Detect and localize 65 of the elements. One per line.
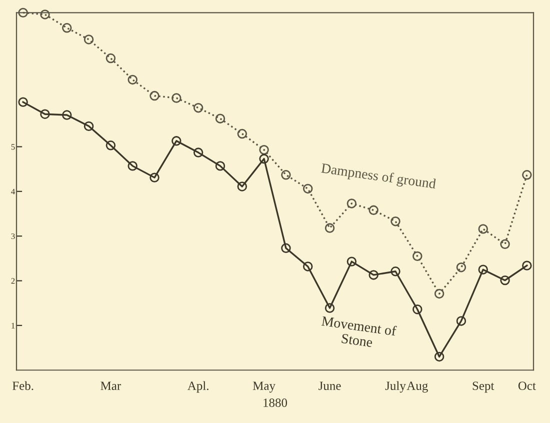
point	[259, 144, 269, 155]
point	[40, 10, 50, 20]
point	[434, 288, 444, 299]
point	[215, 114, 226, 124]
point	[106, 140, 116, 150]
point	[412, 304, 422, 314]
point	[128, 161, 138, 171]
x-axis-title: 1880	[264, 398, 288, 407]
point	[390, 216, 400, 226]
y-tick-label: 3	[11, 233, 15, 240]
y-tick-label: 2	[11, 278, 15, 284]
point	[237, 128, 247, 139]
x-tick-label: July	[385, 381, 406, 393]
point	[390, 266, 400, 276]
point	[281, 243, 291, 254]
point	[478, 264, 488, 274]
x-tick-label: Mar	[100, 382, 121, 390]
x-tick-label: Apl.	[188, 381, 208, 393]
x-tick-label: Feb.	[12, 381, 34, 390]
point	[150, 90, 160, 101]
point	[368, 270, 378, 280]
point	[478, 224, 488, 234]
point	[62, 110, 72, 120]
point	[456, 316, 466, 326]
x-tick-label: Oct	[518, 382, 536, 390]
x-tick-label: June	[318, 382, 341, 390]
point	[259, 154, 269, 164]
point	[106, 53, 116, 64]
point	[500, 239, 510, 249]
point	[18, 8, 28, 18]
point	[172, 136, 182, 146]
point	[346, 198, 357, 208]
point	[215, 161, 226, 171]
point	[193, 148, 204, 158]
point	[18, 97, 28, 107]
point	[368, 205, 378, 216]
point	[412, 251, 422, 262]
point	[128, 74, 138, 85]
point	[193, 102, 204, 113]
point	[237, 182, 247, 192]
point	[434, 352, 444, 362]
point	[456, 262, 466, 272]
point	[324, 223, 335, 233]
text: Dampness of ground	[320, 162, 436, 192]
point	[522, 170, 532, 180]
y-tick-label: 5	[11, 144, 15, 150]
point	[62, 23, 72, 33]
point	[500, 275, 510, 286]
point	[303, 184, 313, 194]
x-tick-label: Sept	[472, 382, 494, 393]
point	[324, 303, 335, 313]
y-tick-label: 4	[11, 188, 15, 194]
point	[303, 262, 313, 272]
point	[281, 170, 291, 180]
point	[40, 109, 50, 119]
point	[346, 256, 357, 266]
point	[522, 260, 532, 270]
point	[150, 172, 160, 182]
point	[172, 93, 182, 103]
y-tick-label: 1	[12, 322, 15, 328]
x-tick-label: May	[252, 382, 276, 393]
x-tick-label: Aug	[406, 382, 428, 393]
point	[84, 34, 94, 44]
text: Movement of Stone	[321, 316, 397, 348]
point	[84, 121, 94, 132]
